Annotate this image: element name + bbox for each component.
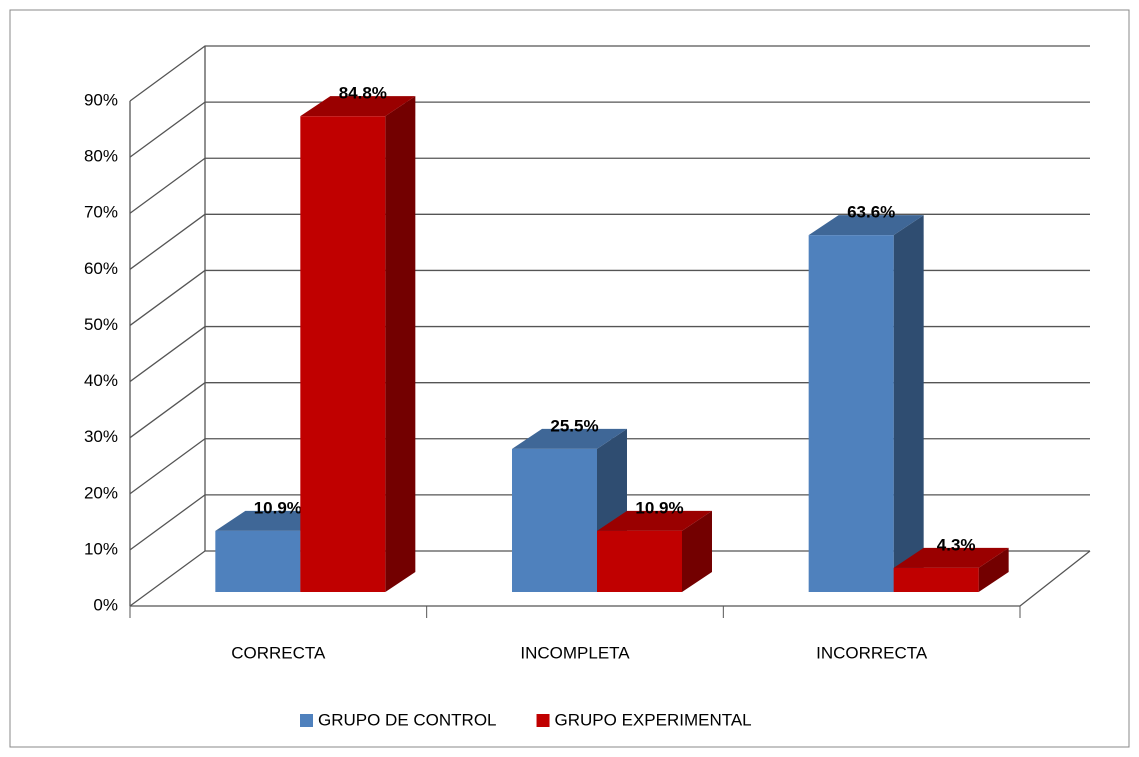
bar-face [215, 530, 301, 592]
bar-face [597, 510, 712, 531]
y-tick-label: 40% [84, 371, 118, 390]
x-tick-label: INCOMPLETA [520, 643, 630, 662]
bar-face [893, 215, 924, 592]
bar-face [682, 510, 712, 592]
y-tick-label: 70% [84, 203, 118, 222]
chart-frame [9, 9, 1130, 748]
y-tick-label: 80% [84, 147, 118, 166]
legend-swatch [300, 714, 313, 727]
bar-face [808, 235, 894, 592]
bar [808, 215, 924, 592]
legend-swatch [536, 714, 550, 727]
bar [597, 510, 712, 592]
bar [300, 96, 416, 592]
bar-face [978, 547, 1009, 592]
x-tick-label: CORRECTA [231, 643, 326, 662]
y-tick-label: 20% [84, 483, 118, 502]
bar-face [808, 215, 924, 236]
bar-face [893, 567, 979, 592]
x-tick-label: INCORRECTA [816, 643, 928, 662]
value-label: 4.3% [937, 535, 976, 554]
y-tick-label: 10% [84, 539, 118, 558]
y-tick-label: 30% [84, 427, 118, 446]
bar-face [512, 448, 597, 592]
bar-face [385, 96, 416, 592]
value-label: 10.9% [635, 498, 683, 517]
bar-face [300, 96, 416, 117]
bar-face [300, 116, 386, 592]
legend-label: GRUPO DE CONTROL [318, 710, 497, 729]
bar-face [893, 547, 1009, 568]
y-tick-label: 50% [84, 315, 118, 334]
value-label: 10.9% [254, 498, 302, 517]
y-tick-label: 60% [84, 259, 118, 278]
y-tick-label: 90% [84, 90, 118, 109]
legend-label: GRUPO EXPERIMENTAL [555, 710, 752, 729]
bar-face [597, 530, 682, 592]
bar [893, 547, 1009, 592]
bar-face [512, 428, 627, 449]
value-label: 25.5% [550, 416, 598, 435]
y-tick-label: 0% [93, 595, 118, 614]
value-label: 63.6% [847, 203, 895, 222]
value-label: 84.8% [339, 84, 387, 103]
